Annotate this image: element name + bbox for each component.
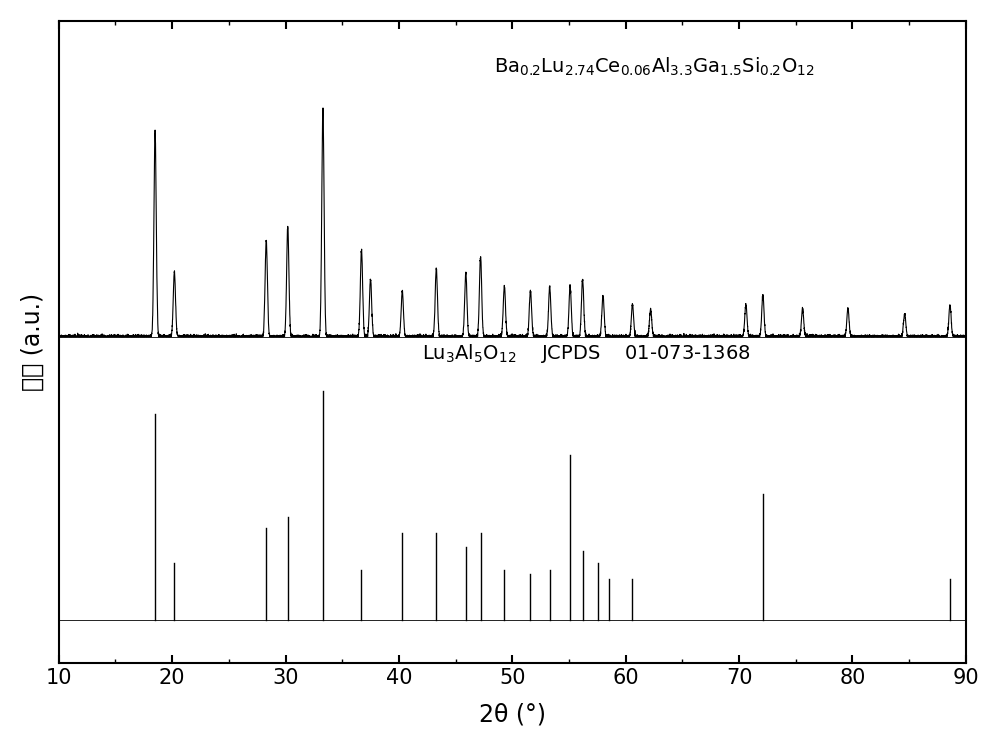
Text: $\mathrm{Ba_{0.2}Lu_{2.74}Ce_{0.06}Al_{3.3}Ga_{1.5}Si_{0.2}O_{12}}$: $\mathrm{Ba_{0.2}Lu_{2.74}Ce_{0.06}Al_{3… — [494, 56, 815, 78]
X-axis label: 2θ (°): 2θ (°) — [479, 702, 546, 726]
Text: $\mathrm{Lu_3Al_5O_{12}}$    JCPDS    01-073-1368: $\mathrm{Lu_3Al_5O_{12}}$ JCPDS 01-073-1… — [422, 342, 750, 365]
Y-axis label: 强度 (a.u.): 强度 (a.u.) — [21, 293, 45, 391]
